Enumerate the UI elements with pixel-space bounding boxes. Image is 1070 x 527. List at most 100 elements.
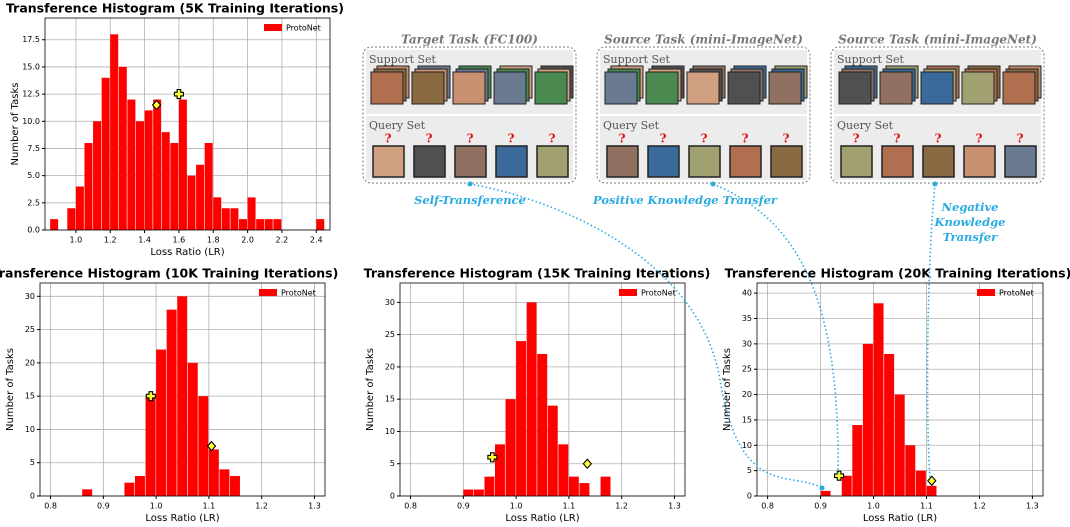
bar: [161, 132, 170, 230]
query-mark: ?: [782, 132, 789, 146]
bar: [178, 99, 187, 231]
y-tick-label: 15.0: [22, 62, 40, 71]
marker-point: [582, 458, 593, 470]
query-image: [536, 145, 569, 178]
marker-point: [927, 475, 937, 487]
x-tick-label: 1.3: [668, 502, 681, 511]
links: [467, 181, 938, 491]
bar: [135, 476, 145, 496]
y-tick-label: 25: [742, 365, 752, 374]
y-tick-label: 40: [742, 289, 752, 298]
bar: [166, 309, 177, 496]
marker-point: [834, 470, 845, 481]
bar: [256, 219, 265, 230]
query-mark: ?: [700, 132, 707, 146]
x-tick-label: 1.6: [173, 236, 186, 245]
support-image: [727, 71, 761, 105]
chart-title: Transference Histogram (10K Training Ite…: [0, 266, 338, 281]
query-mark: ?: [852, 132, 859, 146]
support-image: [493, 71, 527, 105]
y-tick-label: 20: [385, 362, 395, 371]
legend-swatch: [264, 24, 282, 31]
panel-frame: [596, 46, 811, 184]
x-tick-label: 0.8: [761, 502, 774, 511]
x-tick-label: 1.3: [1026, 502, 1039, 511]
link-dot: [819, 485, 825, 491]
x-tick-label: 2.0: [241, 236, 254, 245]
support-image: [920, 71, 954, 105]
query-mark: ?: [659, 132, 666, 146]
x-tick-label: 0.8: [44, 502, 57, 511]
annotation: Positive Knowledge Transfer: [592, 193, 778, 207]
plot-frame: [44, 17, 331, 231]
marker-point: [206, 440, 217, 452]
chart: Transference Histogram (15K Training Ite…: [364, 266, 711, 525]
annotation: Negative: [940, 200, 998, 214]
support-label: Support Set: [603, 53, 671, 66]
query-image: [647, 145, 680, 178]
bar: [884, 354, 895, 496]
query-label: Query Set: [369, 119, 426, 132]
query-image: [495, 145, 528, 178]
bar: [110, 34, 119, 230]
y-tick-label: 0: [390, 492, 395, 501]
legend-label: ProtoNet: [286, 24, 321, 33]
bar: [187, 175, 196, 230]
x-tick-label: 2.2: [276, 236, 289, 245]
bar: [905, 445, 916, 496]
support-image: [645, 71, 679, 105]
y-axis-label: Number of Tasks: [10, 83, 21, 166]
x-tick-label: 1.0: [150, 502, 163, 511]
bar: [84, 143, 93, 230]
marker-point: [151, 99, 162, 111]
bar: [170, 143, 179, 230]
y-tick-label: 15: [742, 415, 752, 424]
support-image: [686, 71, 720, 105]
bar: [316, 219, 325, 230]
query-image: [372, 145, 405, 178]
y-tick-label: 0: [747, 492, 752, 501]
bar: [118, 66, 127, 230]
support-image: [838, 71, 872, 105]
bar: [915, 470, 926, 496]
query-image: [840, 145, 873, 178]
bar: [145, 396, 156, 496]
y-tick-label: 5: [30, 458, 35, 467]
x-axis-label: Loss Ratio (LR): [863, 513, 937, 524]
query-image: [413, 145, 446, 178]
marker-point: [487, 452, 498, 463]
bar: [473, 489, 484, 496]
support-image: [879, 71, 913, 105]
bar: [264, 219, 273, 230]
query-mark: ?: [934, 132, 941, 146]
panel-title: Source Task (mini-ImageNet): [838, 33, 1037, 47]
bar: [177, 296, 188, 496]
query-mark: ?: [618, 132, 625, 146]
query-image: [606, 145, 639, 178]
x-tick-label: 1.1: [203, 502, 216, 511]
x-axis-label: Loss Ratio (LR): [505, 513, 579, 524]
x-tick-label: 0.9: [457, 502, 470, 511]
y-tick-label: 20: [25, 358, 35, 367]
support-image: [411, 71, 445, 105]
query-image: [1004, 145, 1037, 178]
panel-frame: [830, 46, 1045, 184]
bar: [873, 303, 884, 496]
bar: [230, 476, 240, 496]
bar: [516, 341, 527, 496]
legend-swatch: [977, 289, 995, 296]
query-image: [770, 145, 803, 178]
bar: [247, 197, 256, 230]
bar: [196, 164, 205, 230]
legend-label: ProtoNet: [281, 289, 316, 298]
legend-label: ProtoNet: [999, 289, 1034, 298]
x-tick-label: 1.2: [615, 502, 628, 511]
bar: [93, 121, 102, 230]
bar: [135, 121, 144, 230]
query-image: [963, 145, 996, 178]
panel-title: Target Task (FC100): [401, 33, 538, 47]
query-image: [454, 145, 487, 178]
support-image: [604, 71, 638, 105]
bar: [484, 476, 495, 496]
y-tick-label: 30: [742, 339, 752, 348]
